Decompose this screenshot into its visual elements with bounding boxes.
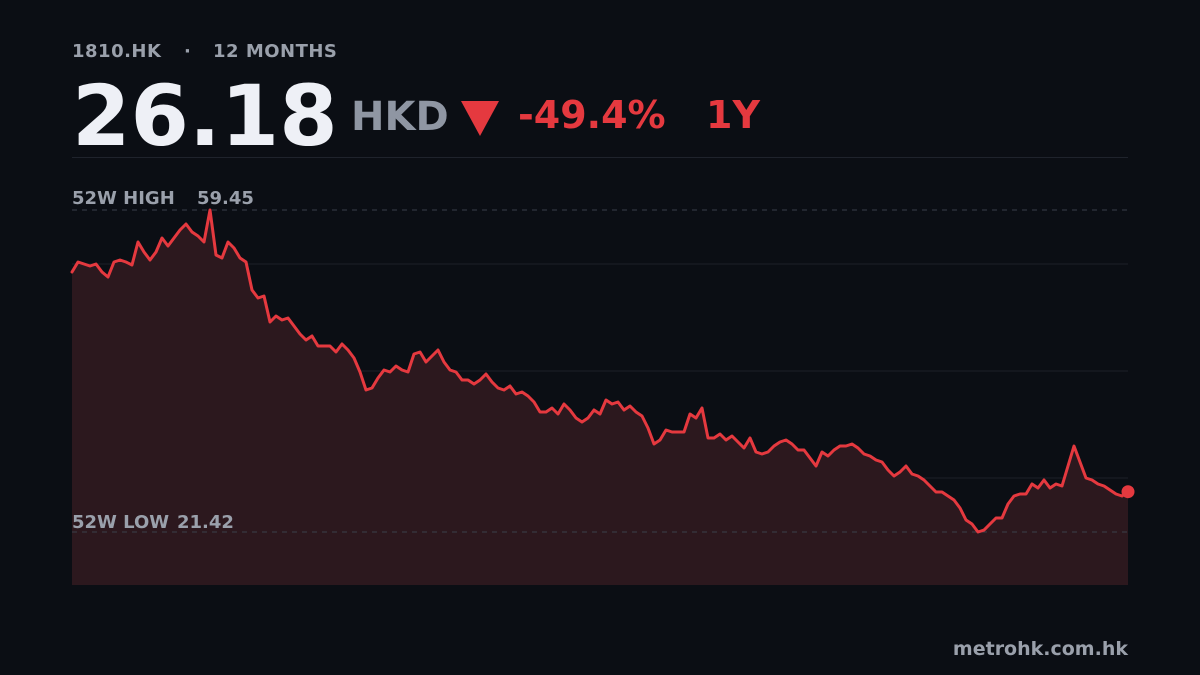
range: 1Y (706, 93, 760, 137)
low-label: 52W LOW (72, 512, 169, 533)
change: -49.4% (518, 93, 666, 137)
last-point (1121, 485, 1135, 499)
currency: HKD (351, 94, 449, 140)
area (72, 210, 1128, 585)
period: 12 MONTHS (213, 41, 337, 62)
source: metrohk.com.hk (953, 638, 1128, 660)
separator: · (184, 41, 191, 62)
high-label: 52W HIGH (72, 188, 175, 209)
price-line (70, 208, 1130, 534)
high-value: 59.45 (197, 188, 254, 209)
low-value: 21.42 (177, 512, 234, 533)
price: 26.18 (72, 67, 338, 165)
plot (70, 208, 1135, 585)
down-arrow (461, 101, 499, 136)
ticker: 1810.HK (72, 41, 162, 62)
